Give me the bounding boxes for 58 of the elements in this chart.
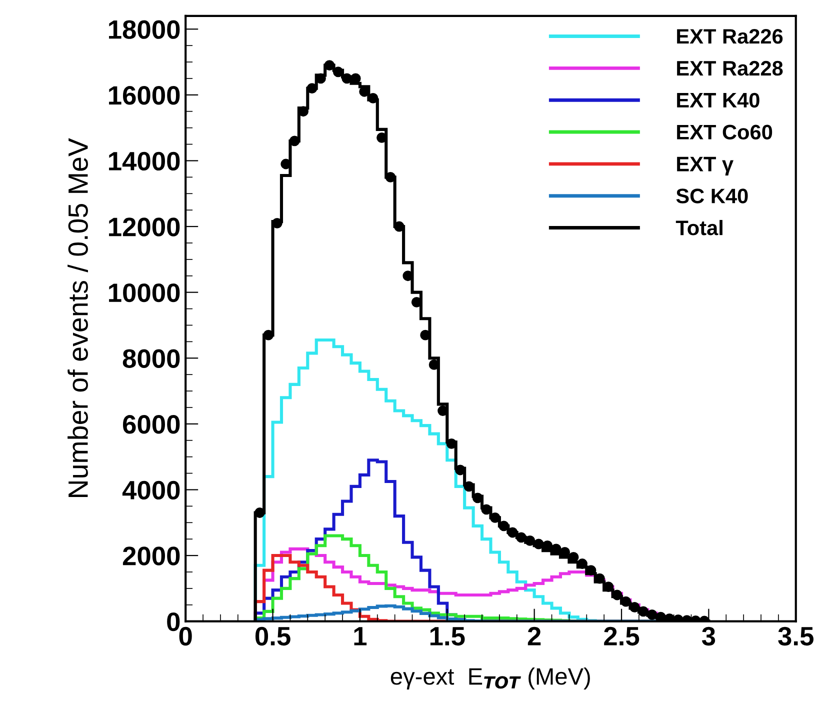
x-tick-label: 0.5 — [255, 626, 290, 646]
point — [446, 438, 457, 449]
point — [368, 92, 378, 104]
legend-label: SC K40 — [676, 188, 748, 204]
point — [568, 552, 579, 562]
point — [629, 602, 640, 612]
point — [646, 610, 658, 620]
point — [533, 538, 544, 550]
x-tick-label: 3.5 — [778, 626, 814, 646]
point — [516, 532, 526, 543]
point — [507, 527, 518, 538]
point — [254, 508, 265, 518]
point — [612, 590, 622, 600]
point — [342, 73, 352, 84]
legend-label: EXT K40 — [677, 92, 760, 108]
legend-label: EXT Ra228 — [677, 60, 783, 76]
point — [481, 504, 492, 515]
point — [472, 492, 483, 504]
point — [272, 218, 282, 228]
point — [385, 172, 396, 182]
y-axis-title: Number of events / 0.05 MeV — [68, 138, 88, 497]
point — [394, 221, 404, 232]
legend-label: EXT γ — [677, 156, 734, 176]
x-tick-label: 3 — [702, 626, 716, 646]
y-tick-label: 10000 — [109, 283, 180, 302]
y-tick-label: 2000 — [122, 546, 180, 566]
x-tick-label: 0 — [179, 626, 192, 646]
y-tick-label: 16000 — [109, 86, 180, 105]
y-tick-label: 4000 — [122, 480, 180, 500]
legend-label: EXT Ra226 — [677, 29, 783, 44]
x-axis-title: eγ-ext E$_{TOT}$ (MeV) — [390, 667, 590, 690]
y-tick-label: 14000 — [109, 152, 180, 171]
y-tick-label: 18000 — [109, 20, 180, 39]
point — [490, 512, 500, 523]
point — [332, 66, 344, 78]
y-tick-label: 8000 — [122, 349, 180, 368]
point — [464, 481, 474, 492]
legend-label: EXT Co60 — [677, 124, 772, 140]
x-tick-label: 2.5 — [604, 626, 640, 646]
point — [577, 558, 588, 569]
x-tick-label: 1.5 — [430, 627, 465, 646]
x-tick-label: 1 — [354, 627, 367, 646]
point — [289, 136, 300, 146]
point — [560, 547, 570, 558]
point — [306, 83, 318, 94]
legend-label: Total — [676, 220, 722, 236]
y-tick-label: 0 — [167, 612, 180, 632]
point — [638, 606, 649, 617]
point — [263, 330, 274, 340]
point — [524, 536, 536, 546]
y-tick-label: 6000 — [122, 415, 180, 434]
point — [455, 464, 466, 476]
point — [656, 612, 666, 622]
point — [324, 60, 335, 71]
point — [498, 520, 510, 532]
point — [620, 596, 632, 607]
x-tick-label: 2 — [528, 626, 541, 646]
y-tick-label: 12000 — [109, 218, 180, 236]
